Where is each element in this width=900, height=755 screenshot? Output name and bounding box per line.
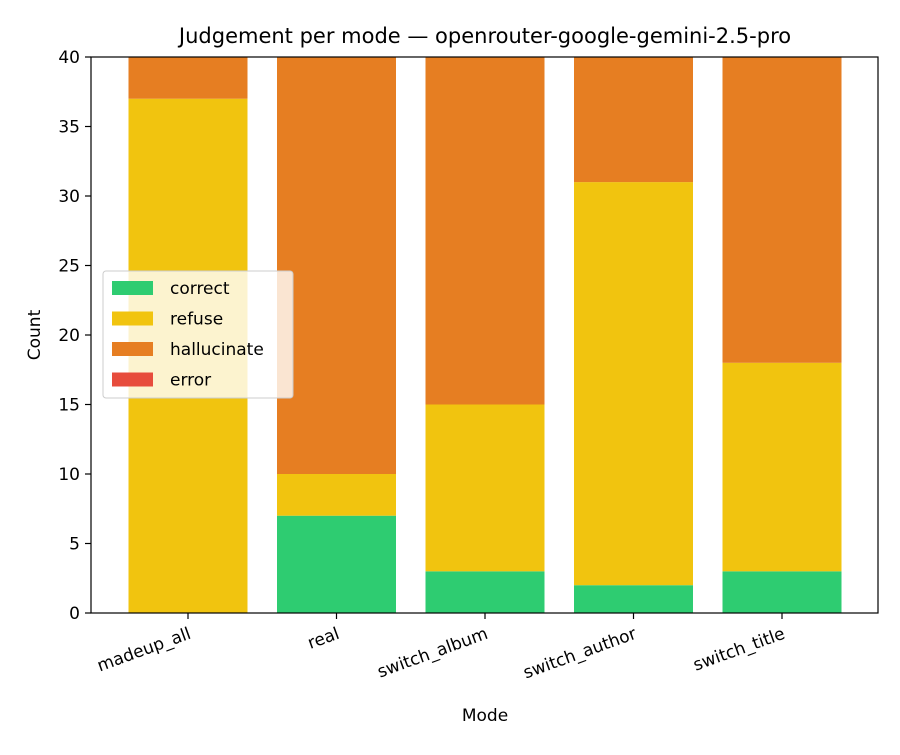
bar-correct-switch_title	[722, 571, 842, 613]
bar-correct-real	[277, 515, 396, 613]
y-tick-label: 35	[58, 118, 80, 138]
x-tick-label: madeup_all	[95, 624, 194, 676]
bar-refuse-real	[277, 474, 396, 516]
legend-swatch-hallucinate	[112, 342, 153, 356]
legend: correct refuse hallucinate error	[102, 270, 294, 399]
y-axis-label: Count	[25, 309, 45, 360]
legend-box	[102, 270, 294, 399]
legend-label-error: error	[170, 371, 211, 391]
y-tick-label: 0	[69, 604, 80, 624]
chart-title: Judgement per mode — openrouter-google-g…	[177, 24, 791, 48]
y-tick-label: 20	[58, 326, 80, 346]
y-tick-label: 5	[69, 535, 80, 555]
x-tick-label: real	[305, 624, 342, 654]
bar-correct-switch_album	[425, 571, 545, 613]
legend-swatch-error	[112, 372, 153, 387]
legend-label-refuse: refuse	[170, 310, 223, 330]
bar-refuse-switch_author	[574, 182, 693, 586]
x-axis-label: Mode	[462, 706, 508, 726]
bar-refuse-switch_album	[425, 404, 545, 572]
y-tick-label: 30	[58, 187, 80, 207]
y-tick-label: 40	[58, 48, 80, 68]
x-tick-label: switch_author	[521, 624, 639, 683]
legend-label-correct: correct	[170, 279, 230, 299]
bar-correct-switch_author	[574, 585, 693, 613]
legend-swatch-refuse	[112, 311, 153, 326]
y-tick-label: 10	[58, 465, 80, 485]
legend-swatch-correct	[112, 281, 153, 295]
bar-hallucinate-switch_author	[574, 57, 693, 183]
y-tick-label: 15	[58, 396, 80, 416]
legend-label-hallucinate: hallucinate	[170, 340, 264, 360]
x-tick-label: switch_album	[375, 624, 491, 682]
bar-hallucinate-switch_title	[722, 57, 842, 363]
bar-refuse-switch_title	[722, 362, 842, 572]
y-axis-ticks: 0 5 10 15 20 25 30 35 40	[58, 48, 91, 624]
bar-hallucinate-real	[277, 57, 396, 474]
y-tick-label: 25	[58, 257, 80, 277]
bars-group	[128, 57, 842, 613]
bar-hallucinate-madeup_all	[128, 57, 248, 99]
bar-hallucinate-switch_album	[425, 57, 545, 405]
x-tick-label: switch_title	[691, 624, 788, 676]
x-axis-ticks: madeup_all real switch_album switch_author s…	[95, 613, 788, 683]
